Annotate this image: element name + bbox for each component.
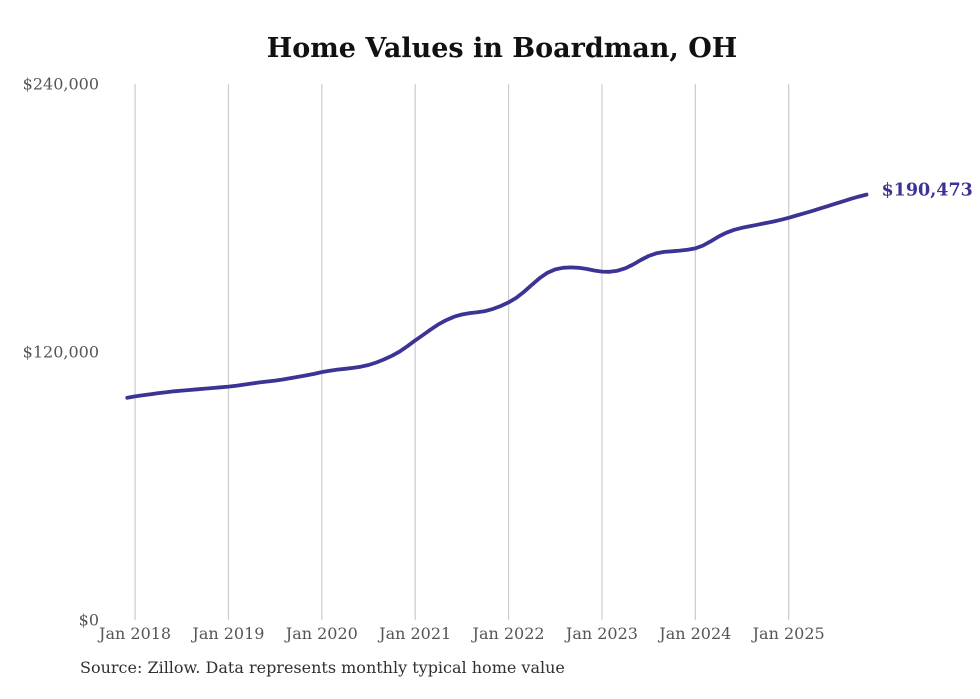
y-tick-label: $120,000 [23,343,99,362]
x-tick-label: Jan 2025 [751,624,825,643]
x-tick-label: Jan 2024 [657,624,731,643]
home-value-line [125,192,869,400]
chart-title: Home Values in Boardman, OH [267,33,738,64]
x-tick-label: Jan 2022 [471,624,545,643]
x-tick-label: Jan 2021 [377,624,451,643]
y-axis-labels-group: $0 $120,000 $240,000 [23,75,99,630]
x-tick-label: Jan 2018 [97,624,171,643]
latest-value-label: $190,473 [882,181,973,201]
x-tick-label: Jan 2020 [284,624,358,643]
x-tick-label: Jan 2023 [564,624,638,643]
source-note: Source: Zillow. Data represents monthly … [80,658,565,677]
x-tick-label: Jan 2019 [190,624,264,643]
y-tick-label: $240,000 [23,75,99,94]
y-tick-label: $0 [79,611,99,630]
gridlines-group [134,84,790,620]
x-axis-labels-group: Jan 2018 Jan 2019 Jan 2020 Jan 2021 Jan 2022… [97,624,825,643]
